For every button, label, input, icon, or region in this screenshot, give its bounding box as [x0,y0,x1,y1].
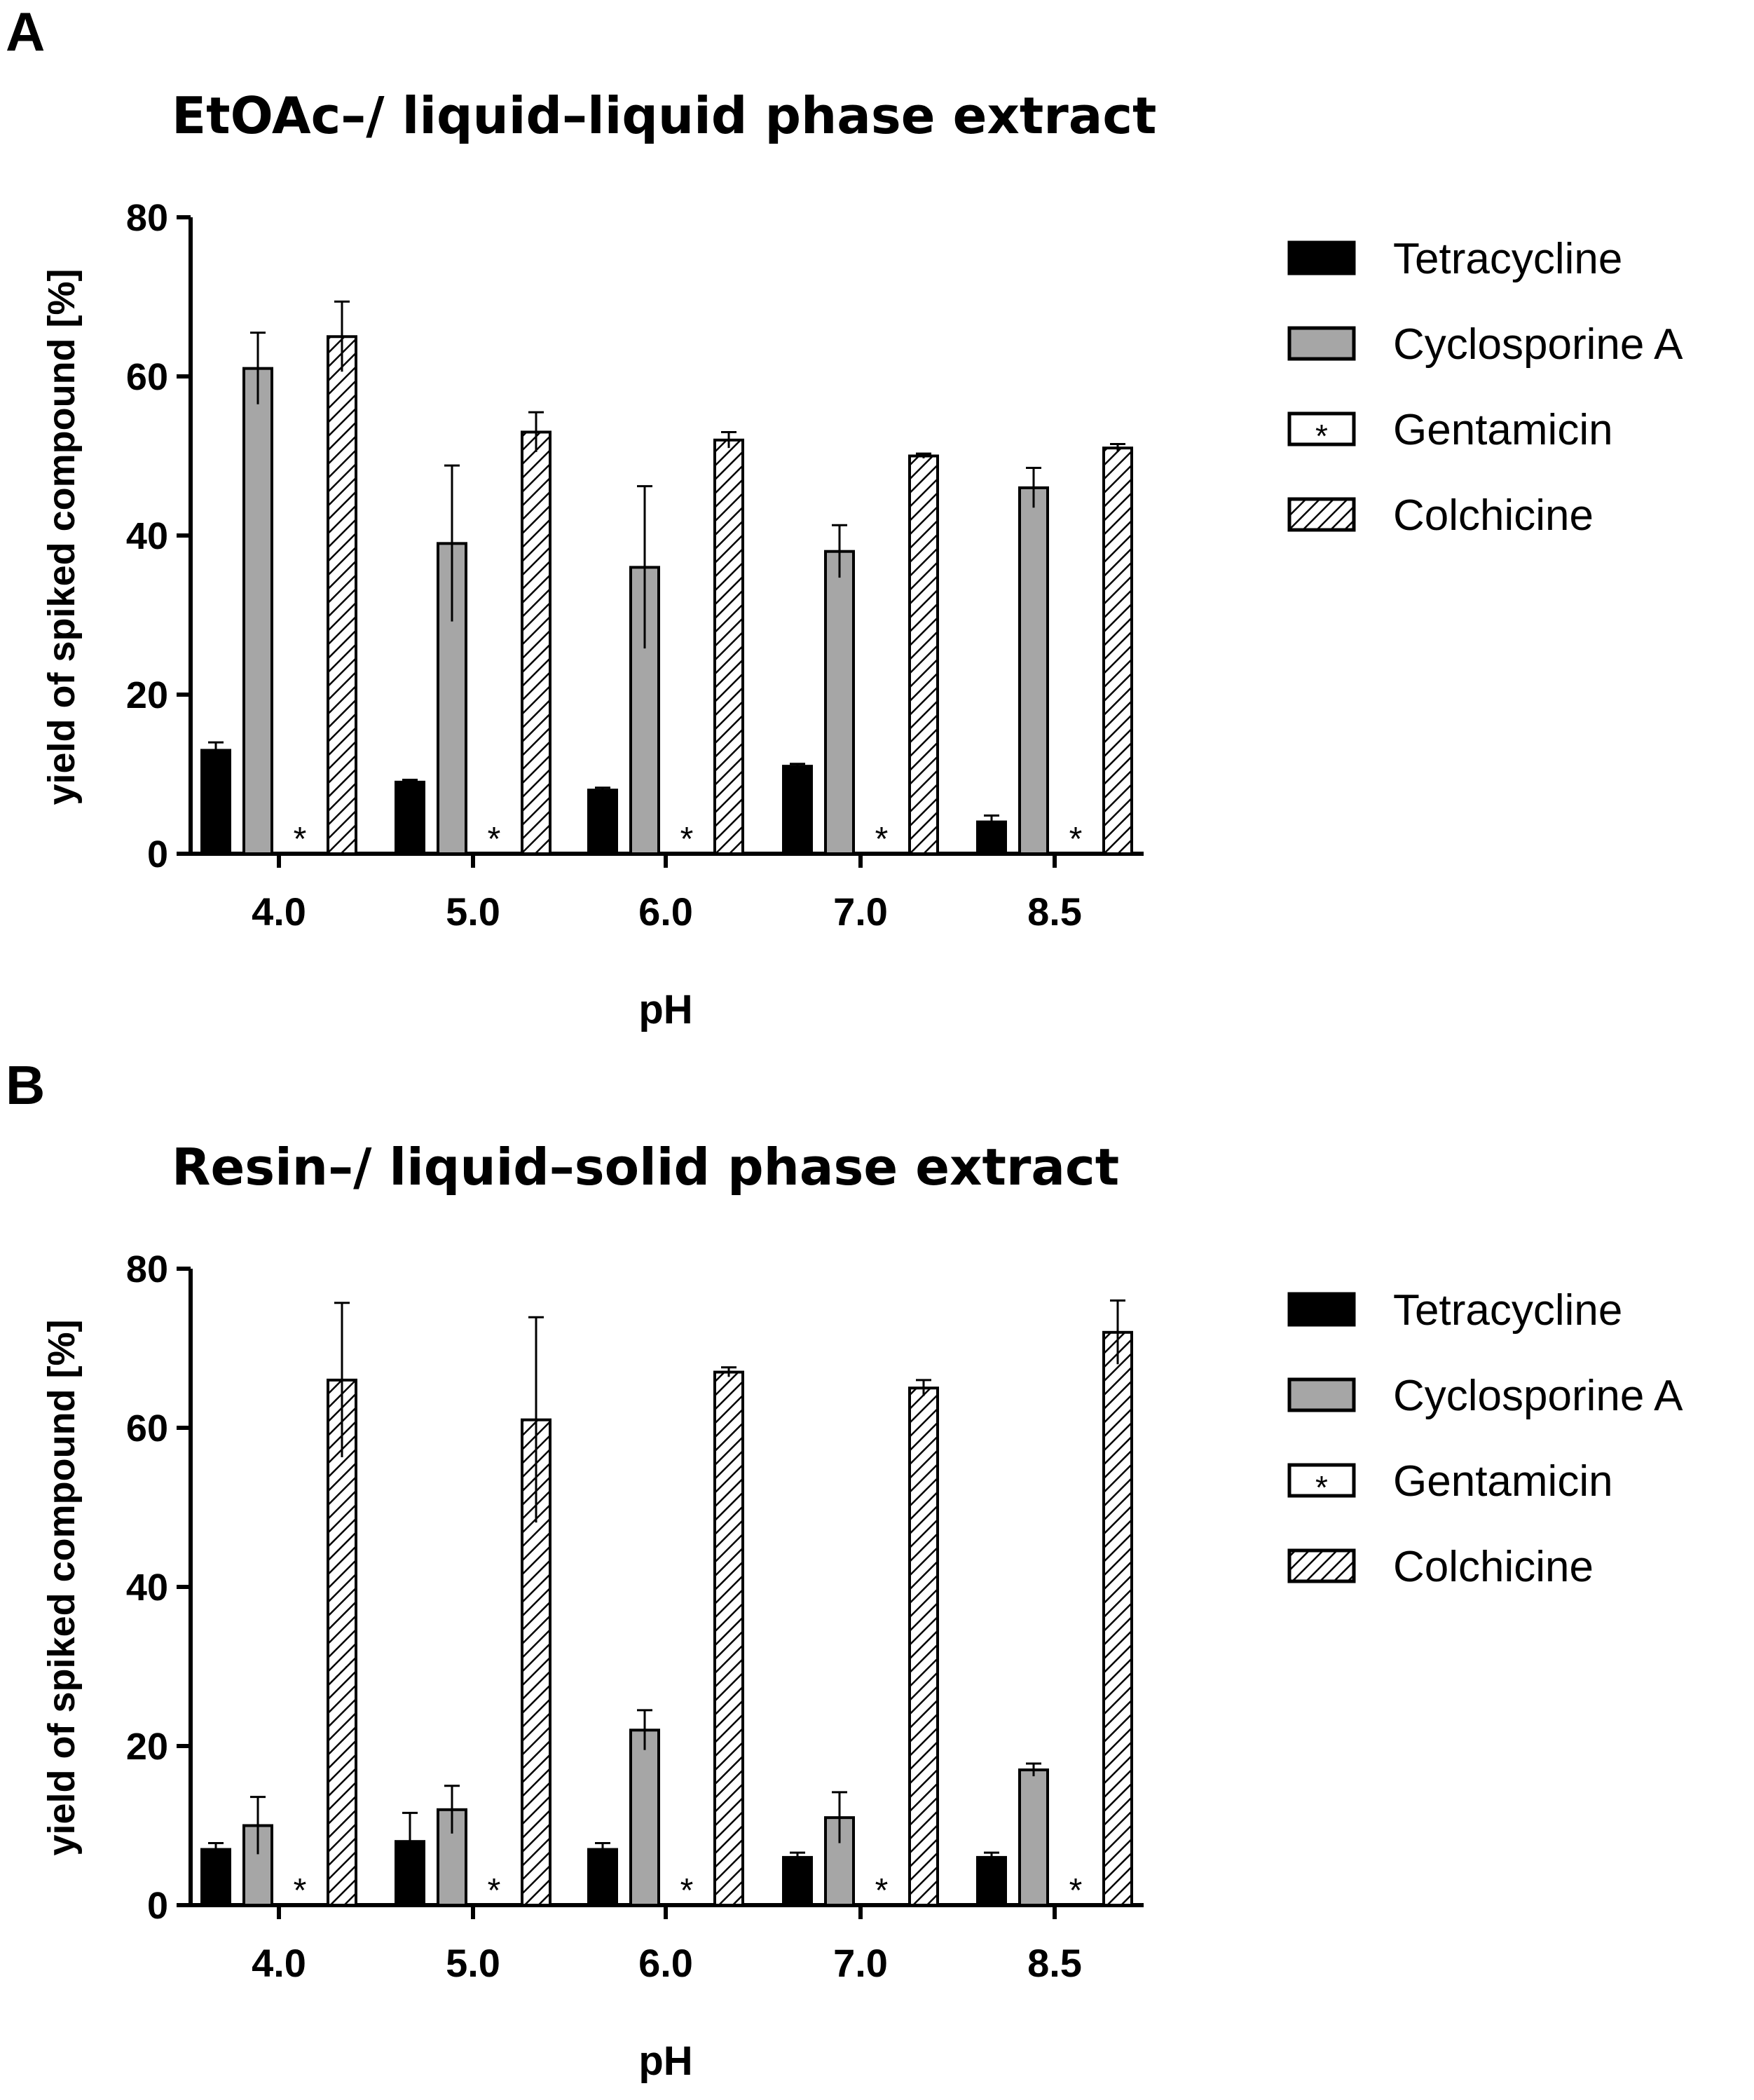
bar-cyclosporine-a [824,550,855,855]
chart-title: EtOAc–/ liquid–liquid phase extract [172,86,1156,145]
legend-label: Tetracycline [1393,1286,1622,1335]
gentamicin-marker: * [875,1872,889,1909]
y-tick-label: 80 [126,1248,168,1290]
gentamicin-marker: * [875,821,889,858]
y-tick-label: 40 [126,1567,168,1609]
x-tick-label: 4.0 [252,1941,306,1985]
y-tick-label: 20 [126,1726,168,1768]
y-tick-label: 40 [126,515,168,557]
x-axis-label: pH [638,987,692,1032]
panel-label: A [6,1,45,62]
bar-colchicine [327,1378,357,1907]
x-tick-label: 6.0 [638,1941,693,1985]
legend-label: Gentamicin [1393,406,1613,454]
chart-panel-a: A EtOAc–/ liquid–liquid phase extract yi… [6,1,1683,1032]
bar-tetracycline [200,749,231,855]
gentamicin-marker: * [680,1872,694,1909]
x-tick-label: 4.0 [252,889,306,934]
y-tick-label: 20 [126,674,168,716]
legend-swatch [1287,240,1356,275]
legend-label: Gentamicin [1393,1457,1613,1506]
y-tick-label: 80 [126,197,168,239]
legend-swatch [1287,1292,1356,1327]
bar-colchicine [521,430,551,855]
panel-label: B [6,1054,45,1116]
gentamicin-marker: * [680,821,694,858]
plot-area: 0 20 40 60 80 4.0 5.0 6.0 7.0 8.5 * * * * * [126,1248,1144,1985]
bar-colchicine [1102,1330,1133,1907]
bar-colchicine [1102,446,1133,855]
bar-tetracycline [976,1855,1007,1907]
legend-swatch [1287,1548,1356,1583]
x-tick-label: 8.5 [1027,1941,1082,1985]
legend: Tetracycline Cyclosporine A * Gentamicin Col… [1287,235,1683,540]
y-tick-label: 60 [126,356,168,398]
bar-tetracycline [200,1848,231,1907]
bar-colchicine [713,438,744,855]
bar-tetracycline [782,1855,813,1907]
bar-cyclosporine-a [1018,1768,1049,1907]
bar-colchicine [327,335,357,855]
legend: Tetracycline Cyclosporine A * Gentamicin Col… [1287,1286,1683,1591]
gentamicin-marker: * [294,1872,307,1909]
legend-label: Cyclosporine A [1393,1372,1683,1420]
bar-tetracycline [395,780,425,855]
chart-panel-b: B Resin–/ liquid–solid phase extract yie… [6,1054,1683,2084]
legend-marker: * [1315,418,1328,454]
legend-label: Cyclosporine A [1393,320,1683,369]
gentamicin-marker: * [488,1872,501,1909]
x-tick-label: 8.5 [1027,889,1082,934]
x-tick-label: 5.0 [446,1941,500,1985]
legend-swatch [1287,497,1356,532]
x-axis-label: pH [638,2038,692,2084]
bar-tetracycline [587,1848,618,1907]
x-tick-label: 5.0 [446,889,500,934]
x-tick-label: 7.0 [833,889,888,934]
legend-swatch [1287,411,1356,446]
chart-title: Resin–/ liquid–solid phase extract [172,1138,1119,1196]
bar-cyclosporine-a [242,367,273,855]
bar-colchicine [908,454,939,855]
legend-swatch [1287,1463,1356,1498]
bar-cyclosporine-a [629,566,660,856]
y-tick-label: 0 [147,1885,168,1927]
gentamicin-marker: * [1069,821,1083,858]
y-axis-label: yield of spiked compound [%] [41,1319,83,1855]
bar-cyclosporine-a [1018,486,1049,855]
legend-swatch [1287,326,1356,361]
legend-swatch [1287,1377,1356,1412]
x-tick-label: 6.0 [638,889,693,934]
bar-cyclosporine-a [629,1729,660,1907]
legend-label: Tetracycline [1393,235,1622,283]
x-tick-label: 7.0 [833,1941,888,1985]
legend-marker: * [1315,1469,1328,1506]
legend-label: Colchicine [1393,491,1594,540]
bar-colchicine [908,1386,939,1907]
bar-colchicine [713,1370,744,1907]
gentamicin-marker: * [488,821,501,858]
gentamicin-marker: * [1069,1872,1083,1909]
y-axis-label: yield of spiked compound [%] [41,268,83,805]
bar-tetracycline [587,789,618,855]
bar-tetracycline [782,765,813,856]
legend-label: Colchicine [1393,1543,1594,1591]
plot-area: 0 20 40 60 80 4.0 5.0 6.0 7.0 8.5 * * * * * [126,197,1144,934]
gentamicin-marker: * [294,821,307,858]
y-tick-label: 60 [126,1407,168,1450]
y-tick-label: 0 [147,833,168,875]
